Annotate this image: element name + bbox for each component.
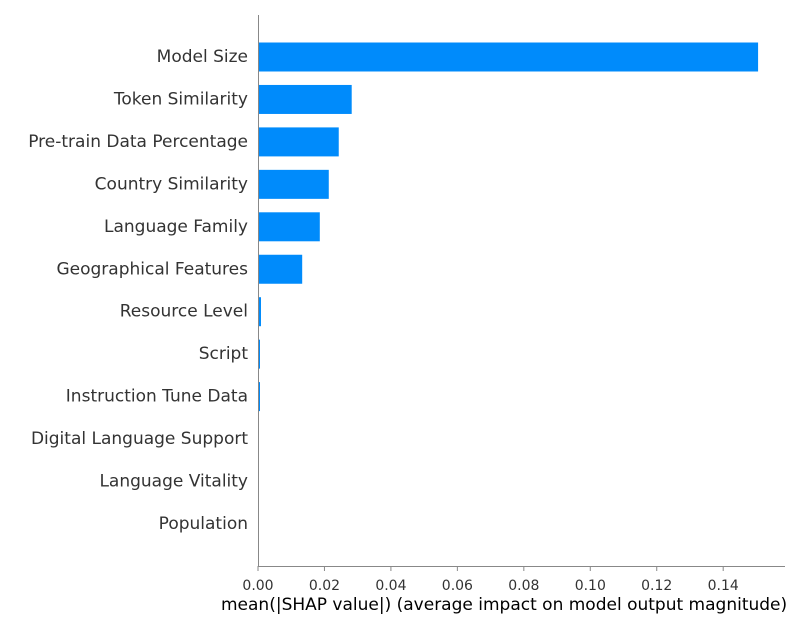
category-label: Instruction Tune Data (66, 387, 248, 407)
x-tick-label: 0.02 (309, 578, 340, 594)
category-label: Geographical Features (56, 259, 248, 279)
category-label: Language Vitality (99, 472, 248, 492)
category-label: Model Size (157, 47, 248, 67)
bar (258, 212, 320, 242)
x-tick-label: 0.06 (442, 578, 473, 594)
x-axis-label: mean(|SHAP value|) (average impact on mo… (221, 595, 787, 615)
x-tick-label: 0.08 (508, 578, 539, 594)
category-label: Country Similarity (95, 174, 248, 194)
bar (258, 42, 759, 72)
bars-group (258, 42, 759, 412)
category-label: Language Family (104, 217, 248, 237)
x-tick-label: 0.12 (641, 578, 672, 594)
category-label: Resource Level (120, 302, 248, 322)
bar (258, 297, 261, 327)
x-tick-label: 0.14 (708, 578, 739, 594)
bar (258, 127, 339, 157)
category-label: Script (199, 344, 249, 364)
category-labels-group: Model Size Token Similarity Pre-train Data… (28, 47, 248, 534)
category-label: Token Similarity (113, 89, 248, 109)
category-label: Pre-train Data Percentage (28, 132, 248, 152)
x-tick-label: 0.04 (375, 578, 406, 594)
bar (258, 84, 352, 114)
category-label: Digital Language Support (31, 429, 248, 449)
category-label: Population (159, 514, 248, 534)
bar (258, 169, 329, 199)
x-tick-label: 0.10 (575, 578, 606, 594)
x-ticks-group: 0.00 0.02 0.04 0.06 0.08 0.10 0.12 0.14 (242, 566, 739, 594)
x-tick-label: 0.00 (242, 578, 273, 594)
bar (258, 254, 303, 284)
